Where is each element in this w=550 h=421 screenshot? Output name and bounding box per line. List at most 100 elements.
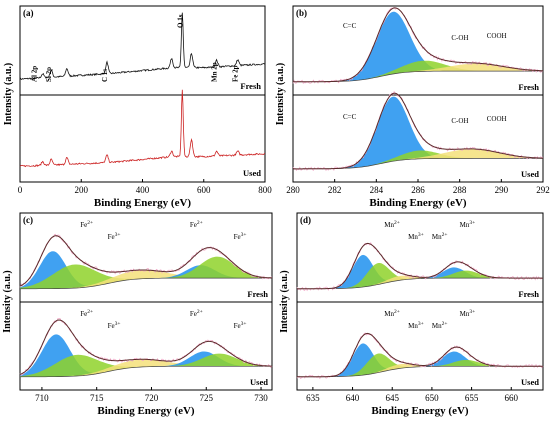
peak-annotation: Mn3+: [408, 321, 424, 330]
panel-d-condition-used: Used: [521, 377, 539, 387]
panel-b-label: (b): [296, 8, 307, 18]
panel-a-condition-used: Used: [243, 168, 261, 178]
y-axis-label: Intensity (a.u.): [2, 270, 13, 333]
peak-annotation: Mn3+: [408, 232, 424, 241]
component-peak-0: [297, 254, 543, 289]
component-peak-2: [293, 149, 543, 169]
fitted-envelope: [19, 319, 272, 375]
peak-annotation: Mn2+: [384, 309, 400, 318]
raw-spectrum: [296, 332, 544, 379]
x-tick-label: 200: [75, 185, 89, 195]
peak-annotation: Fe2+: [80, 220, 93, 229]
panel-c: (c) Fe2+ Fe3+ Fe2+ Fe3+ Fresh Fe2+ Fe3+ Fe2+ Fe3+…: [2, 212, 273, 417]
panel-b: (b) C=C C-OH COOH Fresh C=C C-OH COOH Used 280 282…: [275, 5, 550, 209]
panel-a-label: (a): [23, 8, 34, 18]
panel-c-condition-used: Used: [250, 377, 268, 387]
panel-c-condition-fresh: Fresh: [247, 289, 268, 299]
component-peak-4: [297, 359, 543, 377]
peak-label: C 1s: [101, 69, 109, 82]
peak-label: Al 2p: [31, 66, 39, 82]
x-tick-label: 655: [465, 393, 479, 403]
panel-c-label: (c): [23, 215, 33, 225]
peak-annotation: C-OH: [451, 117, 468, 125]
peak-annotation: Fe2+: [190, 309, 203, 318]
x-tick-label: 640: [346, 393, 360, 403]
x-tick-label: 800: [258, 185, 272, 195]
survey-line-used: [19, 89, 266, 168]
component-peak-4: [297, 270, 543, 289]
peak-annotation: Mn2+: [384, 220, 400, 229]
component-peak-0: [297, 343, 543, 377]
component-peak-2: [20, 359, 272, 377]
x-tick-label: 282: [328, 185, 342, 195]
background-line: [20, 365, 272, 378]
peak-annotation: COOH: [487, 115, 507, 123]
panel-a-condition-fresh: Fresh: [240, 81, 261, 91]
x-tick-label: 292: [536, 185, 550, 195]
x-axis-label: Binding Energy (eV): [371, 405, 469, 417]
x-tick-label: 660: [505, 393, 519, 403]
peak-annotation: Fe3+: [108, 232, 121, 241]
panel-a: (a) Fresh Used Al 2p Si 2p C 1s O 1s Mn 2p Fe 2p…: [3, 5, 272, 209]
component-peak-1: [297, 263, 543, 289]
peak-annotation: Mn2+: [432, 232, 448, 241]
x-axis-label: Binding Energy (eV): [94, 197, 192, 209]
panel-d: (d) Mn2+ Mn3+ Mn3+ Mn2+ Fresh Mn2+ Mn3+ Mn3+ Mn2+…: [279, 212, 544, 417]
peak-label: Mn 2p: [211, 62, 219, 82]
component-peak-3: [297, 351, 543, 377]
y-axis-label: Intensity (a.u.): [3, 63, 14, 126]
x-tick-label: 635: [306, 393, 320, 403]
panel-d-label: (d): [300, 215, 311, 225]
x-axis-label: Binding Energy (eV): [369, 197, 467, 209]
component-peak-2: [293, 63, 543, 82]
component-peak-4: [20, 256, 272, 289]
peak-annotation: C-OH: [451, 34, 468, 42]
peak-annotation: Mn3+: [460, 220, 476, 229]
background-line: [20, 277, 272, 290]
component-peak-4: [20, 353, 272, 377]
y-axis-label: Intensity (a.u.): [279, 270, 290, 333]
peak-annotation: Fe3+: [234, 321, 247, 330]
peak-annotation: Mn2+: [432, 321, 448, 330]
raw-spectrum: [292, 7, 544, 84]
x-tick-label: 290: [495, 185, 509, 195]
fitted-envelope: [293, 92, 543, 170]
peak-annotation: COOH: [487, 32, 507, 40]
panel-b-condition-used: Used: [521, 169, 539, 179]
peak-annotation: C=C: [343, 113, 357, 121]
x-tick-label: 280: [286, 185, 300, 195]
component-peak-1: [293, 150, 543, 169]
component-peak-1: [20, 354, 272, 377]
fitted-envelope: [293, 7, 543, 83]
x-tick-label: 286: [411, 185, 425, 195]
x-tick-label: 400: [136, 185, 150, 195]
peak-annotation: Fe3+: [108, 321, 121, 330]
background-line: [297, 365, 543, 378]
x-tick-label: 725: [200, 393, 214, 403]
raw-spectrum: [296, 241, 544, 292]
x-tick-label: 0: [18, 185, 23, 195]
panel-b-condition-fresh: Fresh: [518, 82, 539, 92]
fitted-envelope: [297, 242, 543, 290]
fitted-envelope: [297, 332, 543, 378]
component-peak-2: [20, 270, 272, 289]
x-tick-label: 720: [145, 393, 159, 403]
x-tick-label: 600: [197, 185, 211, 195]
background-line: [293, 158, 543, 170]
x-tick-label: 650: [425, 393, 439, 403]
x-tick-label: 710: [35, 393, 49, 403]
y-axis-label: Intensity (a.u.): [275, 63, 286, 126]
x-tick-label: 715: [90, 393, 104, 403]
peak-annotation: Mn3+: [460, 309, 476, 318]
peak-label: Si 2p: [45, 67, 53, 82]
peak-annotation: Fe2+: [190, 220, 203, 229]
peak-label: Fe 2p: [232, 65, 240, 82]
x-tick-label: 284: [370, 185, 384, 195]
raw-spectrum: [19, 233, 273, 288]
x-tick-label: 288: [453, 185, 467, 195]
peak-annotation: Fe2+: [80, 309, 93, 318]
x-axis-label: Binding Energy (eV): [97, 405, 195, 417]
survey-line-fresh: [19, 12, 266, 81]
x-tick-label: 730: [254, 393, 268, 403]
